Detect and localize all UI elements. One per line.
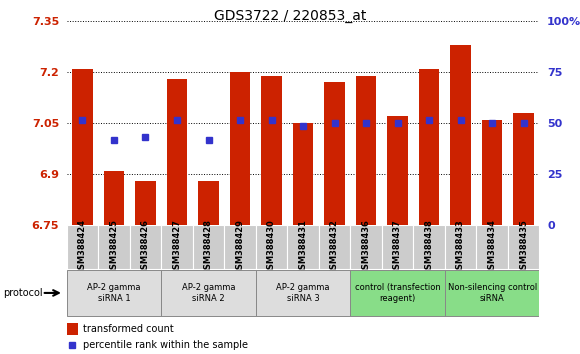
Bar <box>224 225 256 269</box>
Text: GSM388431: GSM388431 <box>299 219 307 275</box>
Bar <box>256 270 350 316</box>
Text: GSM388427: GSM388427 <box>172 219 182 275</box>
Text: AP-2 gamma
siRNA 3: AP-2 gamma siRNA 3 <box>276 283 330 303</box>
Bar <box>387 116 408 225</box>
Bar <box>193 225 224 269</box>
Text: GSM388438: GSM388438 <box>425 219 434 275</box>
Text: GSM388424: GSM388424 <box>78 219 87 275</box>
Bar <box>198 181 219 225</box>
Bar <box>256 225 287 269</box>
Bar <box>293 123 313 225</box>
Bar <box>287 225 319 269</box>
Bar <box>324 82 345 225</box>
Bar <box>451 45 471 225</box>
Text: AP-2 gamma
siRNA 1: AP-2 gamma siRNA 1 <box>87 283 141 303</box>
Text: Non-silencing control
siRNA: Non-silencing control siRNA <box>448 283 536 303</box>
Bar <box>319 225 350 269</box>
Bar <box>67 322 78 335</box>
Bar <box>161 225 193 269</box>
Bar <box>67 270 161 316</box>
Text: protocol: protocol <box>3 288 42 298</box>
Text: AP-2 gamma
siRNA 2: AP-2 gamma siRNA 2 <box>182 283 235 303</box>
Bar <box>508 225 539 269</box>
Bar <box>414 225 445 269</box>
Text: GSM388426: GSM388426 <box>141 219 150 275</box>
Bar <box>350 270 445 316</box>
Bar <box>262 75 282 225</box>
Bar <box>513 113 534 225</box>
Text: GDS3722 / 220853_at: GDS3722 / 220853_at <box>214 9 366 23</box>
Bar <box>167 79 187 225</box>
Text: GSM388433: GSM388433 <box>456 219 465 275</box>
Text: control (transfection
reagent): control (transfection reagent) <box>355 283 440 303</box>
Text: GSM388437: GSM388437 <box>393 219 402 275</box>
Text: GSM388434: GSM388434 <box>488 219 496 275</box>
Text: transformed count: transformed count <box>84 324 174 334</box>
Bar <box>135 181 155 225</box>
Text: percentile rank within the sample: percentile rank within the sample <box>84 340 248 350</box>
Text: GSM388425: GSM388425 <box>110 219 118 275</box>
Text: GSM388432: GSM388432 <box>330 219 339 275</box>
Bar <box>161 270 256 316</box>
Bar <box>445 225 476 269</box>
Text: GSM388430: GSM388430 <box>267 219 276 275</box>
Bar <box>130 225 161 269</box>
Bar <box>104 171 124 225</box>
Bar <box>98 225 130 269</box>
Bar <box>72 69 93 225</box>
Text: GSM388428: GSM388428 <box>204 219 213 275</box>
Text: GSM388429: GSM388429 <box>235 219 245 275</box>
Bar <box>445 270 539 316</box>
Bar <box>350 225 382 269</box>
Bar <box>67 225 98 269</box>
Bar <box>419 69 439 225</box>
Text: GSM388436: GSM388436 <box>361 219 371 275</box>
Bar <box>230 72 250 225</box>
Bar <box>356 75 376 225</box>
Text: GSM388435: GSM388435 <box>519 219 528 275</box>
Bar <box>482 120 502 225</box>
Bar <box>382 225 414 269</box>
Bar <box>476 225 508 269</box>
